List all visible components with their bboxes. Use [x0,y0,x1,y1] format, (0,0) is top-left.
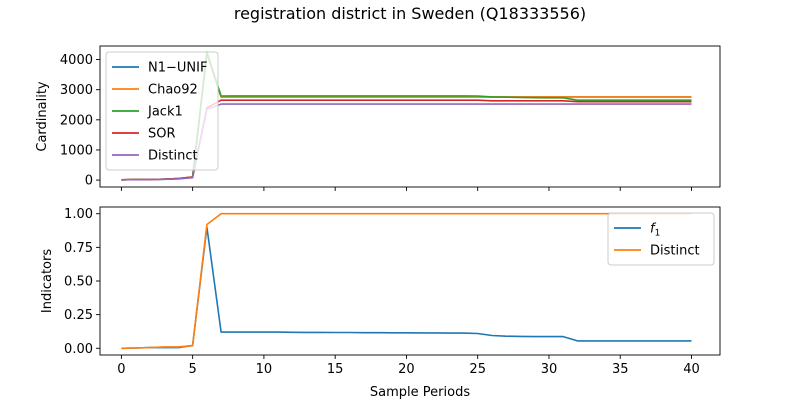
legend-box [607,212,715,266]
cardinality-panel: 0 1000 2000 3000 4000 Cardinality N1−UNIF Chao9… [35,45,721,191]
x-tick-label: 15 [327,362,344,377]
indicators-panel: 0.00 0.25 0.50 0.75 1.00 0 5 10 15 20 25 30 35 40 Indi… [40,206,721,400]
legend-entry: SOR [148,127,176,142]
legend-entry: Distinct [650,244,700,259]
y-tick-label: 1.00 [64,207,93,222]
x-tick-label: 20 [398,362,415,377]
legend-entry: Chao92 [148,83,198,98]
y-tick-label: 3000 [60,83,93,98]
x-tick-label: 35 [612,362,629,377]
series-line-f [121,226,692,350]
y-axis-label: Indicators [40,249,55,313]
series-line-distinct [121,212,692,350]
y-tick-label: 1000 [60,143,93,158]
legend: N1−UNIF Chao92 Jack1 SOR Distinct [105,51,219,171]
legend-entry: N1−UNIF [148,61,207,76]
y-tick-label: 0.75 [64,241,93,256]
y-tick-label: 4000 [60,53,93,68]
y-tick-label: 0.50 [64,275,93,290]
legend-box [105,51,219,171]
x-tick-label: 40 [683,362,700,377]
y-axis-label: Cardinality [35,81,50,152]
x-axis-label: Sample Periods [370,385,470,400]
y-tick-label: 2000 [60,113,93,128]
legend: f1 Distinct [607,212,715,266]
y-tick-label: 0.00 [64,342,93,357]
y-tick-label: 0.25 [64,308,93,323]
x-tick-label: 10 [256,362,273,377]
legend-entry: f1 [650,222,660,239]
x-tick-label: 5 [189,362,197,377]
legend-entry: Distinct [148,149,198,164]
x-tick-label: 25 [469,362,486,377]
series-lines [121,212,692,350]
figure-title: registration district in Sweden (Q183335… [234,4,586,23]
y-tick-label: 0 [85,174,93,189]
x-tick-label: 0 [117,362,125,377]
axes-frame [99,45,721,188]
legend-entry: Jack1 [147,105,183,120]
x-tick-label: 30 [541,362,558,377]
